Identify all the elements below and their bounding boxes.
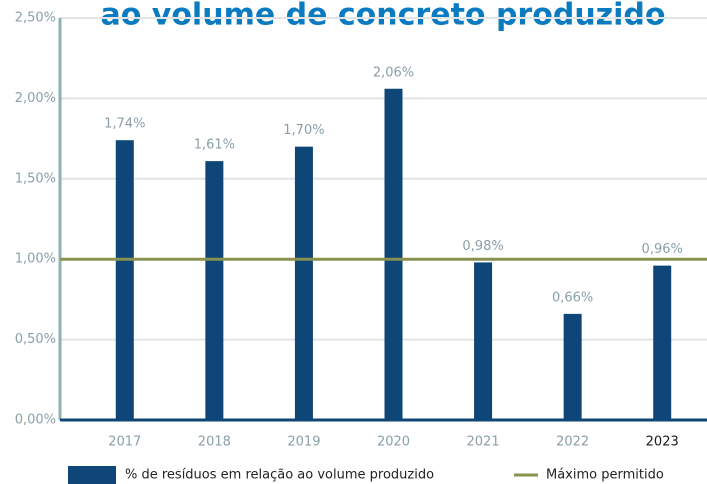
y-tick-label: 1,00% (15, 252, 56, 267)
chart-title: ao volume de concreto produzido (100, 0, 665, 33)
x-tick-label: 2023 (646, 435, 679, 450)
bar (205, 161, 224, 420)
value-label: 1,61% (194, 138, 235, 153)
x-tick-label: 2020 (377, 435, 410, 450)
x-tick-label: 2018 (198, 435, 231, 450)
value-label: 1,70% (283, 123, 324, 138)
bar (474, 262, 493, 420)
y-tick-label: 0,00% (15, 413, 56, 428)
x-tick-label: 2021 (467, 435, 500, 450)
value-label: 0,66% (552, 290, 593, 305)
bar (653, 265, 672, 420)
value-label: 1,74% (104, 117, 145, 132)
bar (115, 140, 134, 420)
value-label: 2,06% (373, 65, 414, 80)
y-tick-label: 0,50% (15, 332, 56, 347)
bar (384, 88, 403, 420)
legend-label: Máximo permitido (546, 468, 664, 483)
value-label: 0,98% (462, 239, 503, 254)
x-tick-label: 2019 (287, 435, 320, 450)
legend-swatch (68, 466, 116, 484)
value-label: 0,96% (642, 242, 683, 257)
bar (294, 146, 313, 420)
y-tick-label: 2,00% (15, 91, 56, 106)
bar (563, 313, 582, 420)
x-tick-label: 2022 (556, 435, 589, 450)
y-tick-label: 2,50% (15, 11, 56, 26)
legend-label: % de resíduos em relação ao volume produ… (125, 468, 434, 483)
y-tick-label: 1,50% (15, 171, 56, 186)
x-tick-label: 2017 (108, 435, 141, 450)
